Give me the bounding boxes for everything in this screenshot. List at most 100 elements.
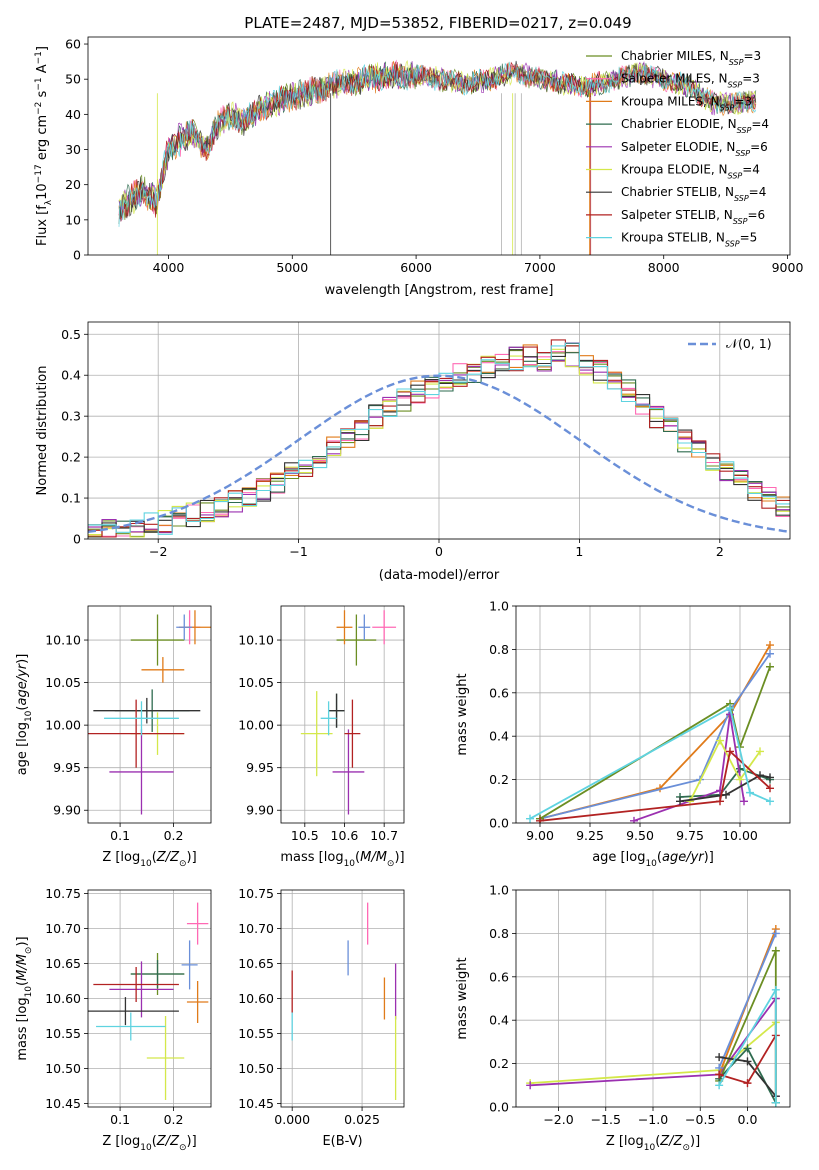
x-tick-label: 9000 xyxy=(772,260,804,275)
y-tick-label: 10.55 xyxy=(45,1026,81,1041)
x-tick-label: 9.50 xyxy=(626,828,654,843)
data-point xyxy=(526,1081,535,1090)
data-point xyxy=(756,747,764,756)
data-point xyxy=(766,649,774,658)
y-axis-label: mass [log10(M/M⊙)] xyxy=(15,936,34,1060)
y-tick-label: 0.8 xyxy=(489,926,509,941)
data-point xyxy=(771,985,780,994)
x-tick-label: 6000 xyxy=(400,260,432,275)
axes-frame xyxy=(87,36,791,256)
weight-series xyxy=(529,706,771,820)
x-tick-label: −1 xyxy=(289,544,307,559)
data-point xyxy=(771,946,780,955)
y-tick-label: 1.0 xyxy=(489,883,509,898)
x-axis-label: (data-model)/error xyxy=(379,568,500,583)
y-tick-label: 0.3 xyxy=(61,409,81,424)
data-point xyxy=(743,1057,752,1066)
y-tick-label: 9.95 xyxy=(53,760,81,775)
y-tick-label: 9.90 xyxy=(246,803,274,818)
plot-area xyxy=(88,339,790,538)
data-point xyxy=(715,1053,724,1062)
y-tick-label: 10.05 xyxy=(238,675,274,690)
y-tick-label: 0.8 xyxy=(489,642,509,657)
legend-label: Chabrier ELODIE, NSSP=4 xyxy=(621,117,769,135)
x-tick-label: 5000 xyxy=(276,260,308,275)
data-point xyxy=(736,775,744,784)
x-axis-label: wavelength [Angstrom, rest frame] xyxy=(325,283,554,298)
x-tick-label: 7000 xyxy=(524,260,556,275)
legend-label: Salpeter ELODIE, NSSP=6 xyxy=(621,140,768,158)
data-point xyxy=(726,747,734,756)
weight-series xyxy=(539,666,771,820)
data-point xyxy=(766,797,774,806)
legend-label: Chabrier STELIB, NSSP=4 xyxy=(621,185,766,203)
y-tick-label: 0.6 xyxy=(489,969,509,984)
y-tick-label: 50 xyxy=(65,72,81,87)
x-tick-label: 10.6 xyxy=(331,828,359,843)
y-tick-label: 0.2 xyxy=(61,450,81,465)
y-tick-label: 10.10 xyxy=(238,633,274,648)
data-point xyxy=(630,816,638,823)
axes-frame xyxy=(515,605,791,824)
data-point xyxy=(771,929,780,938)
x-axis-label: Z [log10(Z/Z⊙)] xyxy=(606,1134,700,1153)
spectrum-line xyxy=(118,60,757,222)
spectrum-panel: 4000 5000 6000 7000 8000 9000 0 10 20 30 40 50 60 Cha… xyxy=(34,37,803,298)
data-point xyxy=(536,816,544,823)
data-point xyxy=(740,797,748,806)
x-tick-label: 10.00 xyxy=(722,828,758,843)
residuals-panel: −2 −1 0 1 2 0 0.1 0.2 0.3 0.4 0.5 𝒩(0, 1) (data-mode… xyxy=(35,321,791,583)
histogram-series xyxy=(88,342,790,535)
y-tick-label: 0.0 xyxy=(489,1100,509,1115)
mass-vs-metallicity-panel: 0.1 0.2 10.45 10.50 10.55 10.60 10.65 10.70 10.7… xyxy=(15,886,212,1153)
data-point xyxy=(715,1081,724,1090)
y-tick-label: 10.55 xyxy=(238,1026,274,1041)
x-axis-label: Z [log10(Z/Z⊙)] xyxy=(102,1134,196,1153)
x-tick-label: 1 xyxy=(575,544,583,559)
y-tick-label: 10.50 xyxy=(45,1061,81,1076)
x-tick-label: 0.1 xyxy=(110,1112,130,1127)
age-vs-metallicity-panel: 0.1 0.2 9.90 9.95 10.00 10.05 10.10 Z [log10(Z/… xyxy=(15,605,212,869)
y-axis-label: mass weight xyxy=(455,673,470,755)
y-tick-label: 10.00 xyxy=(45,718,81,733)
y-tick-label: 0.1 xyxy=(61,491,81,506)
plot-area xyxy=(526,925,780,1107)
weight-series xyxy=(539,653,771,820)
x-axis-label: mass [log10(M/M⊙)] xyxy=(280,850,404,869)
legend-label: Chabrier MILES, NSSP=3 xyxy=(621,49,761,67)
y-tick-label: 10.60 xyxy=(238,991,274,1006)
y-tick-label: 20 xyxy=(65,177,81,192)
x-tick-label: 9.00 xyxy=(526,828,554,843)
x-tick-label: 0.1 xyxy=(110,828,130,843)
y-tick-label: 0.0 xyxy=(489,816,509,831)
y-tick-label: 0.6 xyxy=(489,685,509,700)
x-axis-label: age [log10(age/yr)] xyxy=(592,850,714,869)
plot-area xyxy=(300,610,397,815)
y-tick-label: 10.75 xyxy=(45,886,81,901)
x-tick-label: 2 xyxy=(716,544,724,559)
weight-vs-age-panel: 9.00 9.25 9.50 9.75 10.00 0.0 0.2 0.4 0.6 0.8 1.0 a… xyxy=(455,599,791,869)
y-tick-label: 0.4 xyxy=(61,368,81,383)
plot-area xyxy=(118,59,757,255)
data-point xyxy=(526,814,534,823)
plot-area xyxy=(291,902,397,1100)
legend-label: Kroupa ELODIE, NSSP=4 xyxy=(621,163,760,181)
y-axis-label: Normed distribution xyxy=(35,366,50,496)
y-tick-label: 10.00 xyxy=(238,718,274,733)
axes-frame xyxy=(280,605,405,824)
y-tick-label: 0 xyxy=(73,532,81,547)
y-tick-label: 10.65 xyxy=(238,956,274,971)
x-tick-label: 0.2 xyxy=(164,1112,184,1127)
x-tick-label: −0.5 xyxy=(685,1112,715,1127)
x-axis-label: Z [log10(Z/Z⊙)] xyxy=(102,850,196,869)
legend-label: Salpeter MILES, NSSP=3 xyxy=(621,72,760,90)
plot-area xyxy=(88,902,209,1100)
data-point xyxy=(722,790,730,799)
y-tick-label: 10 xyxy=(65,212,81,227)
data-point xyxy=(766,784,774,793)
weight-vs-metallicity-panel: −2.0 −1.5 −1.0 −0.5 0.0 0.0 0.2 0.4 0.6 0.8 1.0 Z [… xyxy=(455,883,791,1153)
legend-label: 𝒩(0, 1) xyxy=(726,336,772,351)
y-axis-label: mass weight xyxy=(455,957,470,1039)
data-point xyxy=(766,662,774,671)
data-point xyxy=(716,797,724,806)
